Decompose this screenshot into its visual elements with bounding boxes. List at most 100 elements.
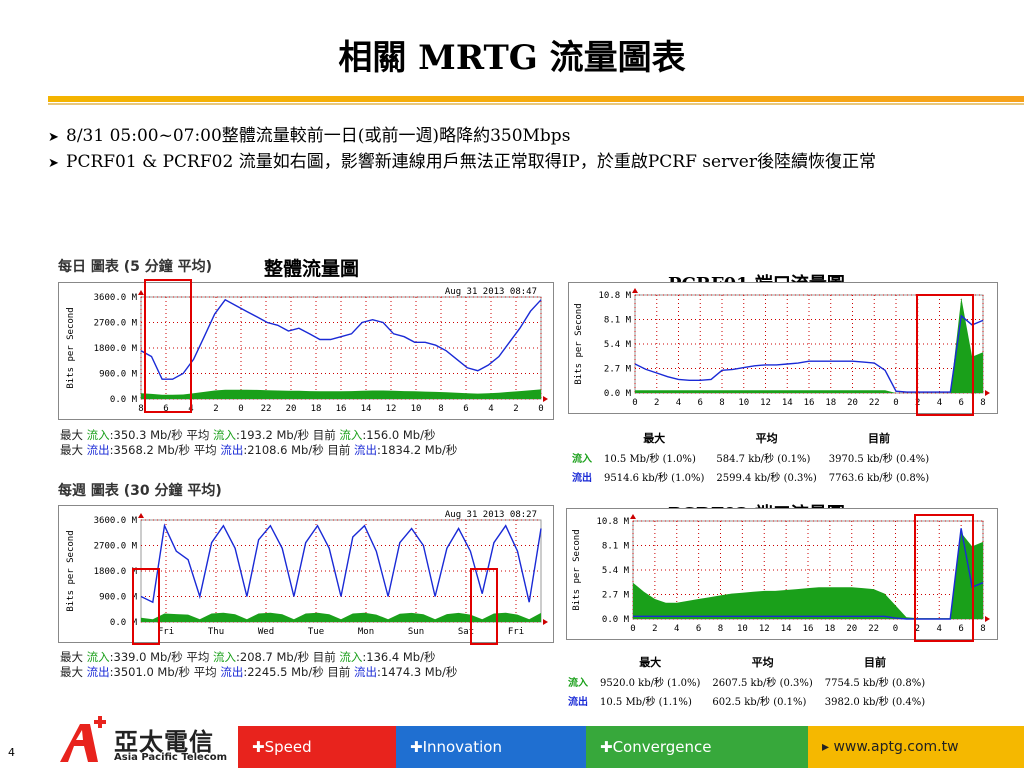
x-tick-label: 0: [538, 404, 543, 414]
y-axis-label: Bits per Second: [572, 529, 582, 610]
stat-label: 最大: [60, 665, 83, 679]
y-axis-arrow-icon: [632, 288, 638, 293]
x-tick-label: 4: [674, 624, 679, 634]
footer-website-link[interactable]: ▸ www.aptg.com.tw: [808, 726, 1024, 768]
y-axis-label: Bits per Second: [66, 307, 76, 388]
stat-value: 2108.6 Mb/秒: [247, 443, 324, 457]
y-tick-label: 2.7 M: [604, 365, 632, 375]
x-tick-label: 2: [654, 398, 659, 408]
x-tick-label: 22: [261, 404, 272, 414]
stat-value: 1474.3 Mb/秒: [380, 665, 458, 679]
weekly-stats-out: 最大 流出:3501.0 Mb/秒 平均 流出:2245.5 Mb/秒 目前 流…: [60, 665, 458, 679]
x-tick-label: 20: [847, 398, 858, 408]
stat-label: 最大: [60, 428, 83, 442]
arrow-bullet-icon: ➤: [48, 156, 59, 171]
stats-table: 最大 平均 目前 流入 10.5 Mb/秒 (1.0%) 584.7 kb/秒 (0.1%…: [566, 428, 935, 486]
table-cell: 流出: [572, 473, 592, 484]
y-axis-arrow-icon: [138, 290, 144, 295]
title-underline-thin: [48, 103, 1024, 105]
y-tick-label: 8.1 M: [604, 316, 632, 326]
x-tick-label: 4: [488, 404, 493, 414]
x-tick-label: 12: [759, 624, 770, 634]
y-tick-label: 1800.0 M: [94, 567, 138, 577]
out-label: 流出: [220, 443, 244, 457]
x-axis-arrow-icon: [985, 616, 990, 622]
in-label: 流入: [339, 650, 363, 664]
highlight-box: [914, 514, 974, 642]
x-tick-label: 8: [438, 404, 443, 414]
x-tick-label: 22: [868, 624, 879, 634]
y-tick-label: 10.8 M: [596, 517, 629, 527]
logo: 亞太電信 Asia Pacific Telecom: [44, 716, 238, 768]
y-tick-label: 2700.0 M: [94, 319, 138, 329]
daily-stats: 最大 流入:350.3 Mb/秒 平均 流入:193.2 Mb/秒 目前 流入:…: [60, 428, 457, 458]
x-tick-label: 18: [825, 398, 836, 408]
pcrf02-traffic-chart: 10.8 M 8.1 M 5.4 M 2.7 M 0.0 M 0 2 4 6 8 10 12 14 16 1…: [566, 508, 998, 640]
x-tick-label: 14: [361, 404, 372, 414]
table-header-cell: 目前: [863, 656, 886, 669]
x-tick-label: 16: [804, 398, 815, 408]
x-tick-label: 4: [676, 398, 681, 408]
table-row: 流入 10.5 Mb/秒 (1.0%) 584.7 kb/秒 (0.1%) 3970.…: [566, 448, 935, 467]
bullet-item: ➤ PCRF01 & PCRF02 流量如右圖，影響新連線用戶無法正常取得IP，…: [48, 150, 1008, 176]
table-header-row: 最大 平均 目前: [562, 652, 931, 672]
y-tick-label: 2700.0 M: [94, 542, 138, 552]
highlight-box: [470, 568, 498, 645]
y-tick-label: 0.0 M: [110, 395, 138, 405]
stat-label: 平均: [193, 665, 217, 679]
series-area: [141, 612, 541, 622]
bullet-list: ➤ 8/31 05:00~07:00整體流量較前一日(或前一週)略降約350Mb…: [48, 124, 1008, 176]
x-tick-label: 2: [915, 624, 920, 634]
footer-innovation: ✚Innovation: [396, 726, 586, 768]
x-tick-label: Sat: [458, 627, 474, 637]
stat-value: 339.0 Mb/秒: [113, 650, 183, 664]
x-tick-label: 8: [980, 398, 985, 408]
aptg-logo-icon: [60, 716, 106, 762]
out-label: 流出: [354, 665, 378, 679]
stat-value: 3501.0 Mb/秒: [113, 665, 191, 679]
x-tick-label: 4: [937, 398, 942, 408]
table-cell: 584.7 kb/秒 (0.1%): [716, 454, 811, 465]
table-row: 流出 9514.6 kb/秒 (1.0%) 2599.4 kb/秒 (0.3%) 77…: [566, 467, 935, 486]
stat-value: 156.0 Mb/秒: [366, 428, 436, 442]
chart-svg: 3600.0 M 2700.0 M 1800.0 M 900.0 M 0.0 M Fri T…: [66, 510, 548, 637]
x-tick-label: Sun: [408, 627, 424, 637]
in-label: 流入: [86, 650, 110, 664]
x-tick-label: 2: [213, 404, 218, 414]
y-axis-arrow-icon: [138, 513, 144, 518]
table-cell: 10.5 Mb/秒 (1.1%): [600, 697, 692, 708]
chart-svg: 10.8 M8.1 M5.4 M2.7 M0.0 M0 2 4 6 8 10 12 14 16 1…: [574, 288, 990, 408]
y-tick-label: 900.0 M: [99, 593, 138, 603]
y-axis-label: Bits per Second: [66, 530, 76, 611]
table-cell: 2599.4 kb/秒 (0.3%): [716, 473, 817, 484]
highlight-box: [132, 568, 160, 645]
table-cell: 3970.5 kb/秒 (0.4%): [828, 454, 930, 465]
x-tick-label: 18: [824, 624, 835, 634]
stat-value: 2245.5 Mb/秒: [247, 665, 324, 679]
x-tick-label: 8: [980, 624, 985, 634]
y-tick-label: 0.0 M: [110, 618, 138, 628]
x-tick-label: 12: [386, 404, 397, 414]
x-tick-label: 4: [937, 624, 942, 634]
in-label: 流入: [213, 428, 237, 442]
table-header-cell: [566, 428, 598, 448]
table-cell: 7763.6 kb/秒 (0.8%): [828, 473, 930, 484]
y-tick-label: 900.0 M: [99, 370, 138, 380]
table-row: 流出 10.5 Mb/秒 (1.1%) 602.5 kb/秒 (0.1%) 3982.…: [562, 691, 931, 710]
x-tick-label: Mon: [358, 627, 374, 637]
x-tick-label: 2: [513, 404, 518, 414]
stat-label: 最大: [60, 650, 83, 664]
stat-label: 平均: [193, 443, 217, 457]
x-tick-label: Thu: [208, 627, 224, 637]
x-tick-label: 20: [846, 624, 857, 634]
y-tick-label: 10.8 M: [598, 291, 631, 301]
stat-label: 目前: [327, 443, 351, 457]
y-axis-label: Bits per Second: [574, 303, 584, 384]
page-number-area: 4: [0, 726, 44, 768]
stat-label: 平均: [186, 428, 210, 442]
logo-en-text: Asia Pacific Telecom: [114, 752, 228, 763]
x-tick-label: 20: [286, 404, 297, 414]
x-tick-label: 0: [893, 398, 898, 408]
x-tick-label: 12: [760, 398, 771, 408]
